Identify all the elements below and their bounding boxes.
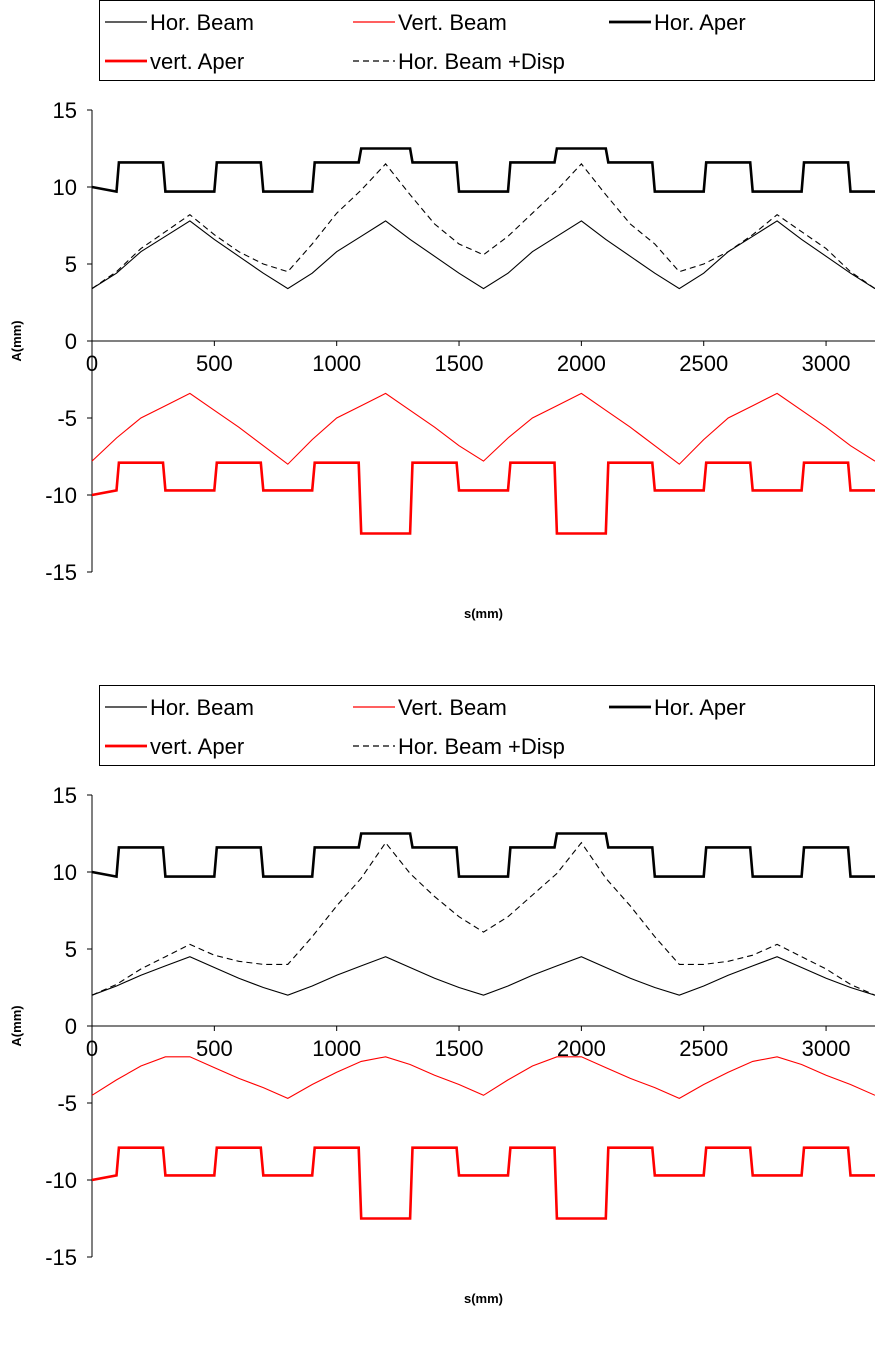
series-line-vert-beam — [91, 392, 875, 465]
y-tick-label: -10 — [45, 1168, 77, 1193]
x-tick-label: 1000 — [312, 1036, 361, 1061]
y-tick-label: 15 — [53, 98, 77, 123]
x-tick-label: 2500 — [679, 1036, 728, 1061]
legend: Hor. Beam Vert. Beam Hor. Aper vert. Aper Ho… — [99, 0, 875, 81]
x-tick-label: 3000 — [802, 351, 851, 376]
legend-label-5: Hor. Beam +Disp — [398, 734, 565, 759]
y-tick-label: 5 — [65, 252, 77, 277]
legend-box — [99, 685, 875, 766]
series-line-hor-beam — [91, 956, 875, 996]
plot-area — [91, 147, 875, 535]
series-line-hor-beam-disp — [91, 163, 875, 290]
legend-label-4: vert. Aper — [150, 49, 244, 74]
legend-label-3: Hor. Aper — [654, 10, 746, 35]
y-tick-label: 10 — [53, 175, 77, 200]
series-line-hor-beam — [91, 220, 875, 290]
y-tick-label: 5 — [65, 937, 77, 962]
x-tick-label: 3000 — [802, 1036, 851, 1061]
series-line-hor-aper — [91, 832, 875, 879]
y-tick-label: 0 — [65, 1014, 77, 1039]
y-tick-label: -5 — [57, 1091, 77, 1116]
legend-label-2: Vert. Beam — [398, 695, 507, 720]
y-tick-label: -15 — [45, 560, 77, 585]
x-tick-label: 0 — [86, 351, 98, 376]
y-tick-label: 15 — [53, 783, 77, 808]
series-line-hor-aper — [91, 147, 875, 194]
y-tick-label: -5 — [57, 406, 77, 431]
series-line-vert-beam — [91, 1056, 875, 1100]
series-line-hor-beam-disp — [91, 841, 875, 996]
x-tick-label: 0 — [86, 1036, 98, 1061]
series-line-vert-aper — [91, 1146, 875, 1220]
legend-label-1: Hor. Beam — [150, 695, 254, 720]
x-tick-label: 1500 — [435, 1036, 484, 1061]
chart-panel-top: Hor. Beam Vert. Beam Hor. Aper vert. Aper Ho… — [9, 0, 875, 621]
y-tick-label: -10 — [45, 483, 77, 508]
x-tick-label: 500 — [196, 351, 233, 376]
plot-area — [91, 832, 875, 1220]
x-tick-label: 500 — [196, 1036, 233, 1061]
series-line-vert-aper — [91, 461, 875, 535]
legend-box — [99, 0, 875, 81]
x-axis-title: s(mm) — [464, 606, 503, 621]
x-tick-label: 1500 — [435, 351, 484, 376]
chart-top: Hor. Beam Vert. Beam Hor. Aper vert. Aper Ho… — [9, 0, 875, 621]
legend-label-4: vert. Aper — [150, 734, 244, 759]
legend-label-5: Hor. Beam +Disp — [398, 49, 565, 74]
legend-label-1: Hor. Beam — [150, 10, 254, 35]
y-tick-label: 10 — [53, 860, 77, 885]
x-axis-title: s(mm) — [464, 1291, 503, 1306]
y-tick-label: -15 — [45, 1245, 77, 1270]
y-axis-title: A(mm) — [9, 320, 24, 361]
x-tick-label: 2500 — [679, 351, 728, 376]
chart-bottom: Hor. Beam Vert. Beam Hor. Aper vert. Aper Ho… — [9, 685, 875, 1306]
x-tick-label: 2000 — [557, 351, 606, 376]
y-tick-label: 0 — [65, 329, 77, 354]
y-axis-title: A(mm) — [9, 1005, 24, 1046]
legend-label-2: Vert. Beam — [398, 10, 507, 35]
legend: Hor. Beam Vert. Beam Hor. Aper vert. Aper Ho… — [99, 685, 875, 766]
x-tick-label: 1000 — [312, 351, 361, 376]
chart-panel-bottom: Hor. Beam Vert. Beam Hor. Aper vert. Aper Ho… — [0, 685, 875, 1370]
legend-label-3: Hor. Aper — [654, 695, 746, 720]
